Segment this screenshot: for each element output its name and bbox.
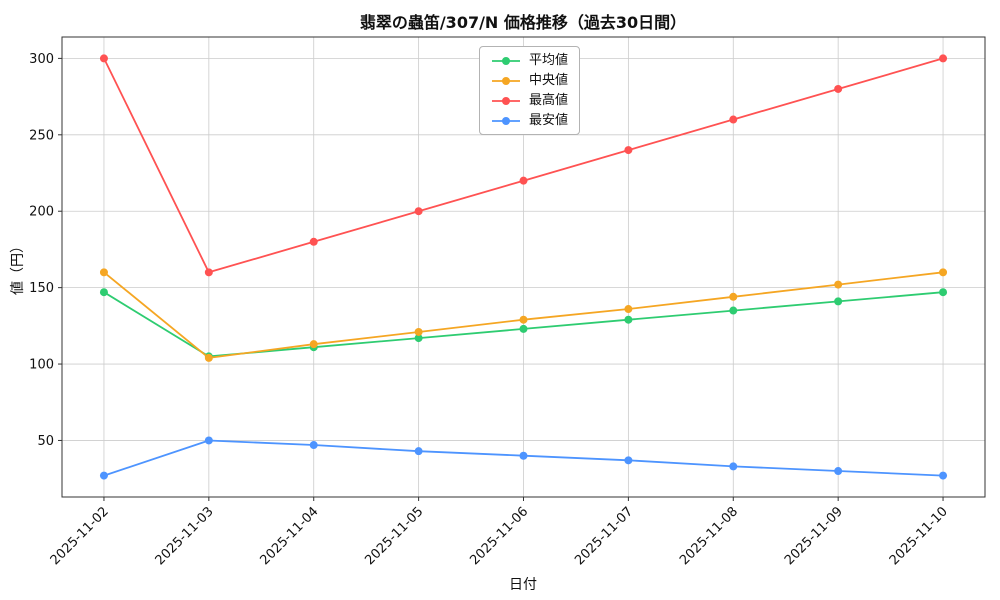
x-tick-label: 2025-11-04	[258, 504, 322, 568]
data-point-series-3	[204, 436, 213, 445]
data-point-series-2	[204, 268, 213, 277]
data-point-series-0	[99, 288, 108, 297]
data-point-series-1	[99, 268, 108, 277]
data-point-series-3	[624, 456, 633, 465]
data-point-series-2	[939, 54, 948, 63]
data-point-series-1	[834, 280, 843, 289]
data-point-series-2	[519, 176, 528, 185]
data-point-series-2	[414, 207, 423, 216]
legend-marker-icon	[492, 116, 520, 125]
legend-item-2: 最高値	[491, 94, 568, 107]
legend-item-3: 最安値	[491, 114, 568, 127]
legend-label: 平均値	[529, 53, 569, 68]
data-point-series-2	[99, 54, 108, 63]
y-axis-label: 値（円）	[10, 239, 26, 295]
y-tick-label: 100	[29, 358, 54, 373]
y-tick-label: 300	[29, 52, 54, 67]
legend-item-0: 平均値	[491, 54, 568, 67]
data-point-series-3	[414, 447, 423, 456]
data-point-series-3	[309, 441, 318, 450]
legend: 平均値中央値最高値最安値	[479, 46, 581, 135]
x-tick-label: 2025-11-02	[48, 504, 112, 568]
x-tick-label: 2025-11-05	[362, 504, 426, 568]
data-point-series-1	[204, 353, 213, 362]
data-point-series-0	[519, 324, 528, 333]
chart-title: 翡翠の蟲笛/307/N 価格推移（過去30日間）	[359, 13, 687, 32]
data-point-series-2	[729, 115, 738, 124]
data-point-series-2	[834, 84, 843, 93]
data-point-series-0	[624, 315, 633, 324]
x-axis-label: 日付	[509, 577, 537, 593]
x-tick-label: 2025-11-10	[887, 504, 951, 568]
data-point-series-1	[624, 305, 633, 314]
legend-marker-icon	[492, 96, 520, 105]
data-point-series-3	[834, 467, 843, 476]
data-point-series-1	[309, 340, 318, 349]
data-point-series-1	[519, 315, 528, 324]
y-tick-label: 200	[29, 205, 54, 220]
data-point-series-3	[729, 462, 738, 471]
data-point-series-3	[939, 471, 948, 480]
legend-marker-icon	[492, 76, 520, 85]
legend-label: 最高値	[529, 93, 569, 108]
y-tick-label: 50	[37, 434, 54, 449]
y-tick-label: 250	[29, 128, 54, 143]
x-tick-label: 2025-11-06	[467, 504, 531, 568]
data-point-series-0	[414, 334, 423, 343]
x-tick-label: 2025-11-09	[782, 504, 846, 568]
legend-label: 中央値	[529, 73, 569, 88]
legend-label: 最安値	[529, 113, 569, 128]
data-point-series-2	[624, 146, 633, 155]
data-point-series-1	[729, 292, 738, 301]
data-point-series-0	[939, 288, 948, 297]
data-point-series-3	[99, 471, 108, 480]
legend-marker-icon	[492, 56, 520, 65]
y-tick-label: 150	[29, 281, 54, 296]
data-point-series-0	[834, 297, 843, 306]
data-point-series-2	[309, 237, 318, 246]
x-tick-label: 2025-11-07	[572, 504, 636, 568]
data-point-series-0	[729, 306, 738, 315]
legend-item-1: 中央値	[491, 74, 568, 87]
data-point-series-1	[414, 327, 423, 336]
data-point-series-1	[939, 268, 948, 277]
x-tick-label: 2025-11-08	[677, 504, 741, 568]
x-tick-label: 2025-11-03	[153, 504, 217, 568]
data-point-series-3	[519, 451, 528, 460]
